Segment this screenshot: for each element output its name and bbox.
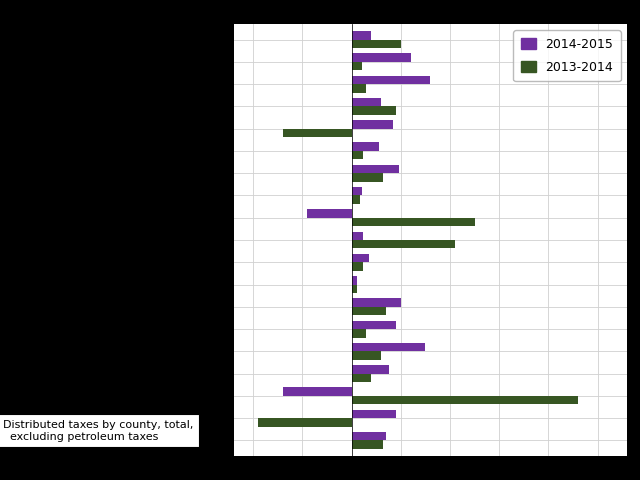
Bar xyxy=(352,62,362,70)
Bar xyxy=(352,31,371,39)
Bar xyxy=(352,53,411,62)
Bar xyxy=(352,276,356,285)
Bar xyxy=(352,187,362,195)
Bar xyxy=(352,151,364,159)
Bar xyxy=(352,107,396,115)
Bar xyxy=(352,432,386,441)
Bar xyxy=(352,365,389,373)
Bar xyxy=(352,343,426,351)
Bar xyxy=(352,231,364,240)
Bar xyxy=(352,307,386,315)
Bar xyxy=(352,410,396,418)
Legend: 2014-2015, 2013-2014: 2014-2015, 2013-2014 xyxy=(513,30,621,81)
Bar xyxy=(283,387,352,396)
Bar xyxy=(352,299,401,307)
Bar xyxy=(352,254,369,262)
Bar xyxy=(352,76,431,84)
Bar xyxy=(258,418,352,427)
Bar xyxy=(352,39,401,48)
Bar xyxy=(352,441,383,449)
Bar xyxy=(352,285,356,293)
Bar xyxy=(307,209,352,218)
Text: Distributed taxes by county, total,
  excluding petroleum taxes: Distributed taxes by county, total, excl… xyxy=(3,420,193,442)
Bar xyxy=(352,165,399,173)
Bar xyxy=(352,321,396,329)
Bar xyxy=(352,120,393,129)
Bar xyxy=(352,329,367,337)
Bar xyxy=(352,143,380,151)
Bar xyxy=(352,195,360,204)
Bar xyxy=(352,373,371,382)
Bar xyxy=(352,98,381,107)
Bar xyxy=(352,396,578,404)
Bar xyxy=(352,84,367,93)
Bar xyxy=(352,262,364,271)
Bar xyxy=(352,218,475,226)
Bar xyxy=(283,129,352,137)
Bar xyxy=(352,240,455,249)
Bar xyxy=(352,351,381,360)
Bar xyxy=(352,173,383,181)
